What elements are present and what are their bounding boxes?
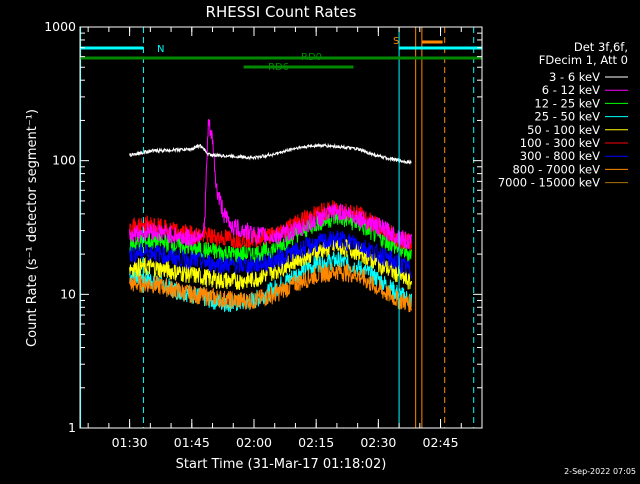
legend-header-line-1: Det 3f,6f, [574, 40, 628, 54]
series-line-7 [129, 262, 412, 313]
x-axis-label: Start Time (31-Mar-17 01:18:02) [176, 457, 387, 472]
x-tick-label-4: 02:30 [360, 435, 396, 450]
state-bar-label-0: N [157, 44, 164, 55]
legend-label-7: 800 - 7000 keV [512, 162, 600, 176]
plot-date-stamp: 2-Sep-2022 07:05 [564, 467, 636, 476]
series-line-4 [129, 238, 412, 290]
x-tick-label-0: 01:30 [112, 435, 148, 450]
plot-frame [79, 26, 483, 429]
series-line-3 [129, 251, 412, 313]
chart-title: RHESSI Count Rates [206, 3, 357, 21]
legend-label-2: 12 - 25 keV [534, 96, 600, 110]
legend-label-4: 50 - 100 keV [527, 123, 600, 137]
state-bar-label-2: RD0 [301, 52, 322, 63]
state-bar-label-3: RD6 [268, 62, 289, 73]
legend-label-6: 300 - 800 keV [520, 149, 600, 163]
y-tick-label-1: 10 [60, 286, 76, 301]
legend-label-5: 100 - 300 keV [520, 136, 600, 150]
x-tick-label-5: 02:45 [423, 435, 459, 450]
axes-layer: 1 10 100 1000 01:30 01:45 02:00 02:15 02:30 02:45 [44, 19, 483, 450]
legend-header-line-2: FDecim 1, Att 0 [539, 53, 628, 67]
y-tick-label-3: 1000 [44, 19, 76, 34]
legend-label-3: 25 - 50 keV [534, 110, 600, 124]
series-line-0 [129, 142, 412, 165]
y-axis-label: Count Rate (s⁻¹ detector segment⁻¹) [25, 109, 40, 347]
y-tick-label-0: 1 [68, 420, 76, 435]
series-line-1 [129, 119, 412, 250]
series-line-6 [129, 230, 412, 279]
x-tick-label-3: 02:15 [298, 435, 334, 450]
x-tick-label-2: 02:00 [236, 435, 272, 450]
state-bar-label-5: S [393, 36, 399, 47]
legend-label-1: 6 - 12 keV [542, 83, 600, 97]
y-tick-label-2: 100 [52, 153, 76, 168]
x-tick-label-1: 01:45 [174, 435, 210, 450]
legend-label-0: 3 - 6 keV [549, 70, 600, 84]
data-layer: N RD0 RD6 S [80, 27, 482, 428]
legend-label-8: 7000 - 15000 keV [498, 176, 600, 190]
